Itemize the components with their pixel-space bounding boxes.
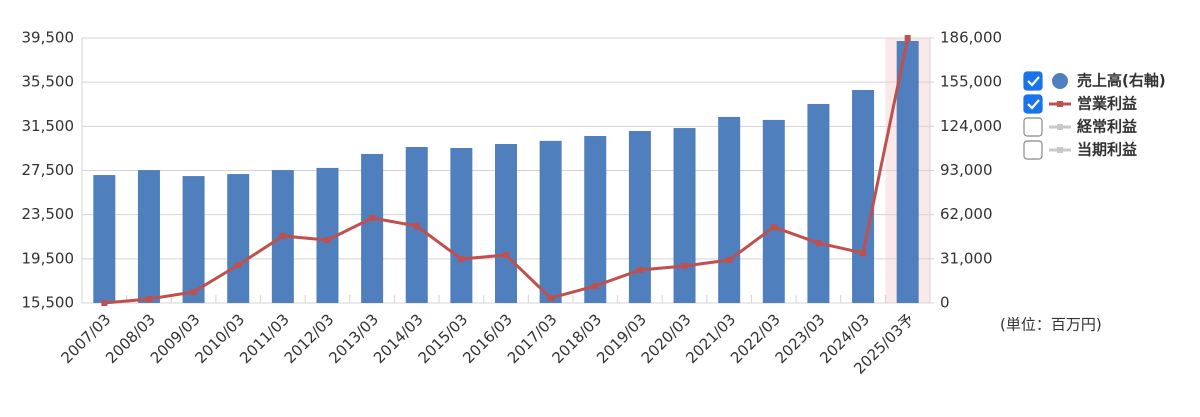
bar	[852, 90, 875, 303]
legend-checkbox[interactable]	[1023, 140, 1043, 160]
legend-marker	[1057, 124, 1063, 130]
bar	[628, 131, 651, 303]
point	[770, 224, 777, 231]
y2-tick-label: 124,000	[940, 117, 1002, 135]
bar	[718, 116, 741, 303]
bar	[495, 144, 517, 303]
y2-tick-label: 155,000	[940, 73, 1002, 91]
y2-tick-label: 0	[940, 294, 950, 312]
bar	[227, 174, 250, 303]
bar	[316, 167, 339, 303]
bar	[450, 147, 473, 303]
point	[190, 288, 197, 295]
y2-tick-label: 186,000	[940, 29, 1002, 47]
legend-marker	[1052, 73, 1068, 89]
point	[101, 300, 108, 306]
legend-label: 経常利益	[1077, 118, 1137, 136]
bar	[762, 119, 785, 303]
y-tick-label: 23,500	[22, 205, 75, 223]
bar	[182, 176, 205, 303]
y-tick-label: 15,500	[22, 294, 75, 312]
point	[815, 240, 822, 247]
legend-label: 売上高(右軸)	[1077, 72, 1166, 90]
legend-checkbox[interactable]	[1023, 71, 1043, 91]
point	[592, 282, 599, 289]
point	[681, 263, 688, 270]
bar	[361, 153, 384, 303]
point	[904, 35, 911, 41]
bar	[539, 140, 562, 303]
y2-tick-label: 93,000	[940, 161, 993, 179]
point	[726, 257, 733, 264]
y-tick-label: 39,500	[22, 29, 75, 47]
point	[860, 249, 867, 256]
y2-tick-label: 62,000	[940, 205, 993, 223]
legend-label: 営業利益	[1077, 95, 1137, 113]
y2-tick-label: 31,000	[940, 249, 993, 267]
point	[458, 256, 465, 263]
legend-checkbox[interactable]	[1023, 117, 1043, 137]
legend-checkbox[interactable]	[1023, 94, 1043, 114]
legend-marker	[1057, 147, 1063, 153]
bar	[584, 136, 607, 303]
y-tick-label: 19,500	[22, 249, 75, 267]
bar	[137, 170, 160, 303]
point	[413, 223, 420, 230]
unit-note: (単位：百万円)	[1000, 316, 1102, 334]
point	[279, 232, 286, 239]
point	[235, 262, 242, 269]
point	[636, 266, 643, 273]
point	[547, 295, 554, 302]
point	[369, 214, 376, 221]
bar	[807, 103, 830, 303]
y-tick-label: 27,500	[22, 161, 75, 179]
point	[324, 237, 331, 244]
checkmark	[1027, 76, 1040, 87]
legend-label: 当期利益	[1077, 141, 1137, 159]
y-tick-label: 35,500	[22, 73, 75, 91]
bar	[673, 128, 696, 303]
y-tick-label: 31,500	[22, 117, 75, 135]
bar	[93, 175, 116, 303]
point	[503, 251, 509, 258]
legend-marker	[1057, 101, 1063, 107]
checkmark	[1027, 99, 1040, 110]
bar	[896, 40, 919, 303]
point	[145, 296, 152, 303]
